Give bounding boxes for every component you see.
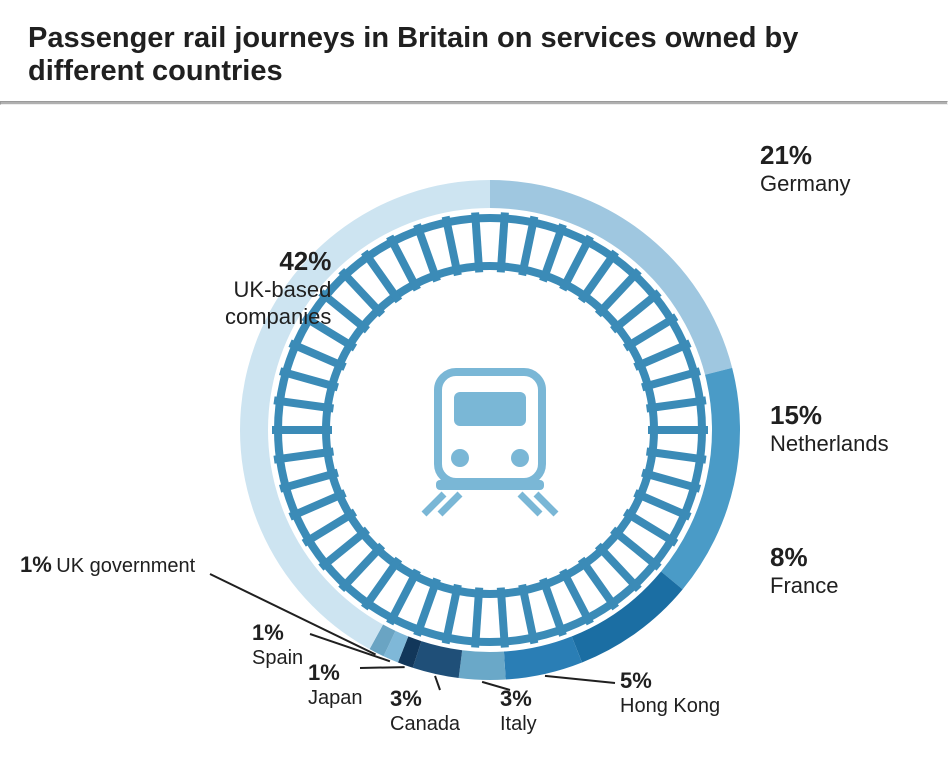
- label-ukgov: 1% UK government: [20, 552, 195, 578]
- label-ukgov-pct: 1%: [20, 552, 52, 577]
- label-germany: 21%Germany: [760, 140, 850, 198]
- label-netherlands-name: Netherlands: [770, 431, 889, 457]
- label-hongkong-pct: 5%: [620, 668, 720, 694]
- label-france-pct: 8%: [770, 542, 838, 573]
- chart-area: 21%Germany 15%Netherlands 8%France 5%Hong K…: [0, 110, 948, 759]
- train-icon: [424, 372, 556, 514]
- label-japan-pct: 1%: [308, 660, 363, 686]
- label-italy: 3%Italy: [500, 686, 537, 736]
- label-france-name: France: [770, 573, 838, 599]
- label-spain: 1%Spain: [252, 620, 303, 670]
- slice-canada: [413, 641, 462, 678]
- label-italy-pct: 3%: [500, 686, 537, 712]
- label-japan: 1%Japan: [308, 660, 363, 710]
- slice-italy: [459, 650, 506, 680]
- label-spain-name: Spain: [252, 646, 303, 670]
- rail-track-icon: [272, 213, 708, 648]
- chart-title: Passenger rail journeys in Britain on se…: [0, 0, 948, 101]
- label-ukcompanies: 42%UK-basedcompanies: [225, 246, 331, 330]
- label-ukcompanies-pct: 42%: [225, 246, 331, 277]
- label-spain-pct: 1%: [252, 620, 303, 646]
- slice-germany: [490, 180, 732, 375]
- leader-hongkong: [545, 676, 615, 683]
- leader-japan: [360, 667, 405, 668]
- label-france: 8%France: [770, 542, 838, 600]
- label-ukcompanies-name: UK-basedcompanies: [225, 277, 331, 330]
- infographic-card: Passenger rail journeys in Britain on se…: [0, 0, 948, 759]
- label-netherlands-pct: 15%: [770, 400, 889, 431]
- label-italy-name: Italy: [500, 712, 537, 736]
- label-hongkong-name: Hong Kong: [620, 694, 720, 718]
- title-rule: [0, 101, 948, 105]
- label-ukgov-name: UK government: [56, 555, 195, 577]
- label-hongkong: 5%Hong Kong: [620, 668, 720, 718]
- label-canada-name: Canada: [390, 712, 460, 736]
- label-germany-pct: 21%: [760, 140, 850, 171]
- label-canada: 3%Canada: [390, 686, 460, 736]
- label-japan-name: Japan: [308, 686, 363, 710]
- label-germany-name: Germany: [760, 171, 850, 197]
- label-netherlands: 15%Netherlands: [770, 400, 889, 458]
- label-canada-pct: 3%: [390, 686, 460, 712]
